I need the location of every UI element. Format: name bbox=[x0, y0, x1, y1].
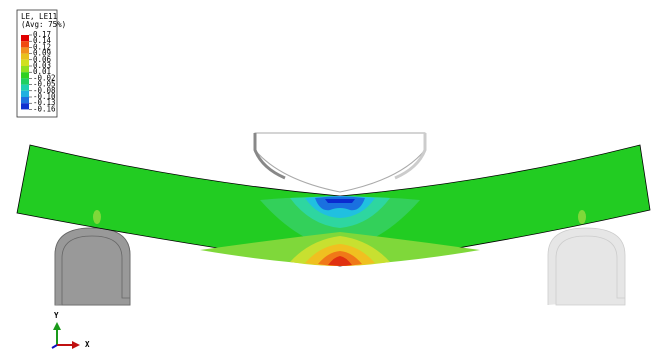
legend-label: -0.16 bbox=[33, 104, 56, 113]
triad-y-arrow bbox=[53, 322, 61, 330]
legend-bar: 0.170.140.120.090.060.030.01-0.02-0.05-0… bbox=[21, 30, 56, 113]
support-wall bbox=[55, 228, 130, 305]
triad-x-arrow bbox=[72, 341, 80, 349]
legend-band bbox=[21, 72, 29, 78]
legend-band bbox=[21, 35, 29, 41]
triad-z-axis bbox=[52, 345, 57, 348]
legend-band bbox=[21, 85, 29, 91]
legend-band bbox=[21, 47, 29, 53]
contour-band bbox=[93, 210, 101, 224]
viewport: LE, LE11 (Avg: 75%) 0.170.140.120.090.06… bbox=[0, 0, 653, 349]
triad-y-label: Y bbox=[54, 311, 59, 320]
legend-band bbox=[21, 103, 29, 109]
triad-x-label: X bbox=[85, 340, 90, 349]
page: LE, LE11 (Avg: 75%) 0.170.140.120.090.06… bbox=[0, 0, 653, 349]
punch bbox=[255, 133, 425, 192]
contour-band bbox=[325, 199, 355, 203]
legend-band bbox=[21, 97, 29, 103]
legend-band bbox=[21, 54, 29, 60]
legend-band bbox=[21, 60, 29, 66]
legend-subtitle: (Avg: 75%) bbox=[21, 20, 66, 29]
contour-band bbox=[578, 210, 586, 224]
legend-band bbox=[21, 78, 29, 84]
legend-band bbox=[21, 66, 29, 72]
legend-band bbox=[21, 91, 29, 97]
legend-band bbox=[21, 41, 29, 47]
support-wall bbox=[548, 228, 625, 305]
